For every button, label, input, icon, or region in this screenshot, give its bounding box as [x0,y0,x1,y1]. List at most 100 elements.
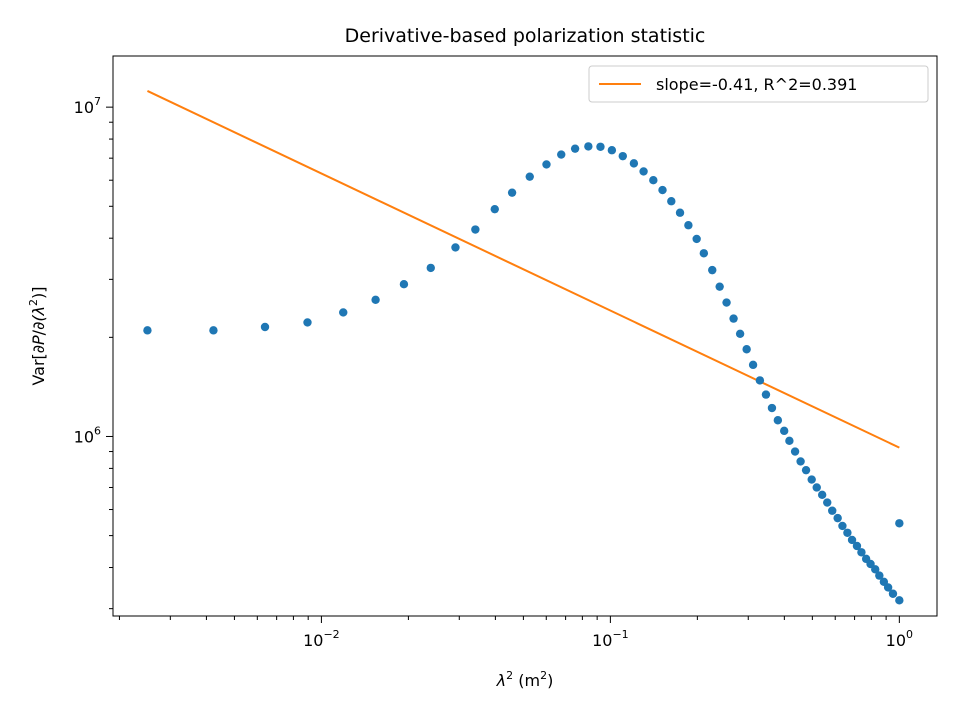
axes-frame [112,55,938,617]
data-point [871,565,880,574]
data-point [807,475,816,484]
x-tick-label-exponent: 0 [906,628,913,641]
data-point [888,589,898,598]
data-point [507,188,517,197]
data-point [618,151,627,161]
y-axis-title-mid: / [29,329,48,335]
data-point [817,490,827,500]
fit-line [147,90,900,449]
data-point [767,403,777,413]
data-point [843,528,852,537]
data-point [735,329,745,339]
data-point [895,596,904,605]
data-point [742,345,751,354]
x-tick-label-exponent: −2 [323,628,339,641]
y-axis-title-prefix: Var[ [29,353,48,385]
data-point [260,322,270,332]
data-point [755,376,765,385]
y-axis-title: Var[∂P/∂(λ2)] [27,286,48,385]
data-point [629,159,639,168]
data-point [883,583,893,592]
data-point [658,185,667,195]
data-point [143,326,152,335]
x-axis-title-unit-open: (m [513,671,540,690]
x-tick-label: 10−2 [303,628,340,650]
data-point [828,506,837,515]
y-tick-label: 107 [74,95,101,117]
data-point [303,318,312,327]
data-point [596,142,605,151]
data-point [812,483,821,492]
data-point [823,498,832,507]
data-point [667,197,676,206]
data-point [426,263,435,273]
y-tick-label-exponent: 7 [94,95,101,108]
data-point [490,204,499,214]
data-point [675,208,685,217]
data-point [847,535,857,545]
data-point [557,150,566,159]
x-tick-label: 100 [886,628,913,650]
x-tick-label-exponent: −1 [612,628,628,641]
y-axis-title-sup: 2 [27,299,40,306]
y-tick-label: 106 [74,424,101,446]
data-point [525,172,534,181]
chart-title: Derivative-based polarization statistic [345,25,706,47]
data-point [790,447,800,456]
data-point [833,513,842,523]
data-point [875,571,884,580]
x-axis-title-unit-sup: 2 [540,669,547,682]
data-point [471,225,480,234]
x-axis-title-symbol: λ [496,671,506,690]
y-tick-label-exponent: 6 [94,424,101,437]
data-point [399,280,409,289]
x-axis: 10−2 10−1 100 [118,616,913,650]
y-axis-title-suffix: )] [29,286,48,298]
data-point [209,326,218,335]
y-axis-title-italic-1: ∂P [29,335,48,353]
data-point [584,142,593,151]
data-point [339,308,348,317]
data-point [692,234,701,244]
data-point [729,314,738,323]
data-point [773,416,783,425]
x-tick-label-base: 10 [592,631,612,650]
data-point [451,243,460,252]
data-point [748,360,758,370]
data-point [715,282,724,291]
data-point [761,390,771,399]
data-point [607,146,617,155]
y-axis-title-italic-2: ∂(λ [29,306,48,330]
x-axis-title-symbol-sup: 2 [506,669,513,682]
data-point [708,265,717,275]
x-axis-title: λ2 (m2) [496,669,554,690]
x-axis-title-unit-close: ) [547,671,553,690]
plot-area [143,90,904,605]
y-tick-label-base: 10 [74,427,94,446]
data-point [639,167,648,176]
data-point [684,221,693,230]
x-tick-label: 10−1 [592,628,629,650]
legend: slope=-0.41, R^2=0.391 [588,65,929,103]
x-tick-label-base: 10 [303,631,323,650]
legend-fit-line-label: slope=-0.41, R^2=0.391 [656,75,857,94]
data-point [542,160,551,169]
data-point [722,298,731,307]
legend-box [588,65,929,103]
data-point [649,176,658,185]
data-point [570,144,580,153]
data-point [796,457,805,466]
x-tick-label-base: 10 [886,631,906,650]
data-point [785,436,794,446]
data-point [371,295,380,305]
data-point [857,548,866,557]
data-point [895,519,904,528]
y-tick-label-base: 10 [74,98,94,117]
data-point [852,541,862,551]
data-point [838,521,847,531]
data-point [699,249,709,258]
data-point [779,426,789,436]
